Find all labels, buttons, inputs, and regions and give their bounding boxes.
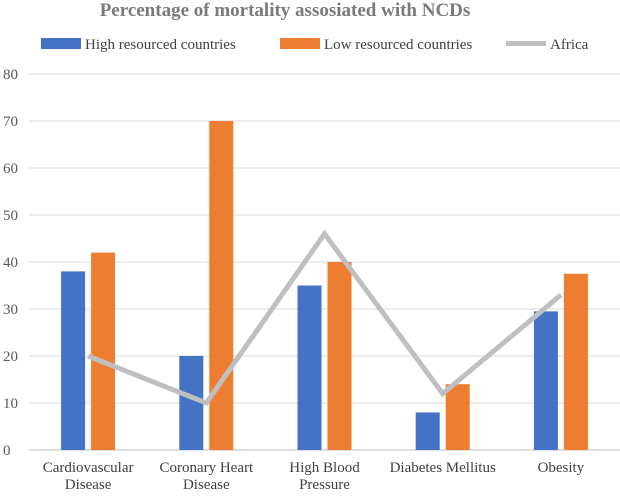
legend-label-1: Low resourced countries xyxy=(324,37,472,53)
bar-high-resourced-countries-2 xyxy=(298,286,322,451)
x-category-label: Obesity xyxy=(538,460,585,476)
legend-label-2: Africa xyxy=(550,37,589,53)
x-category-label: Diabetes Mellitus xyxy=(390,460,496,476)
y-tick-label: 80 xyxy=(3,67,18,83)
bar-low-resourced-countries-4 xyxy=(564,274,588,450)
bar-low-resourced-countries-1 xyxy=(209,121,233,450)
bar-high-resourced-countries-4 xyxy=(534,311,558,450)
y-tick-label: 40 xyxy=(3,255,18,271)
x-category-label: Disease xyxy=(65,477,112,491)
line-africa xyxy=(88,234,561,403)
bar-high-resourced-countries-0 xyxy=(61,271,85,450)
bar-low-resourced-countries-0 xyxy=(91,253,115,450)
legend-swatch-1 xyxy=(280,38,320,49)
x-category-label: Coronary Heart xyxy=(159,460,254,476)
y-axis-ticks: 0 10 20 30 40 50 60 70 80 xyxy=(3,67,18,459)
x-category-label: Pressure xyxy=(299,477,350,491)
bar-low-resourced-countries-3 xyxy=(446,384,470,450)
legend-swatch-0 xyxy=(41,38,81,49)
bar-high-resourced-countries-3 xyxy=(416,412,440,450)
bar-series xyxy=(61,121,588,450)
y-tick-label: 70 xyxy=(3,114,18,130)
bar-low-resourced-countries-2 xyxy=(328,262,352,450)
legend-label-0: High resourced countries xyxy=(85,37,236,53)
x-category-label: Cardiovascular xyxy=(43,460,134,476)
x-category-label: Disease xyxy=(183,477,230,491)
gridlines xyxy=(29,74,620,450)
y-tick-label: 20 xyxy=(3,349,18,365)
line-series xyxy=(88,234,561,403)
y-tick-label: 50 xyxy=(3,208,18,224)
y-tick-label: 60 xyxy=(3,161,18,177)
x-category-label: High Blood xyxy=(289,460,360,476)
chart-legend: High resourced countries Low resourced co… xyxy=(41,37,589,53)
chart-title: Percentage of mortality assosiated with … xyxy=(100,0,471,21)
y-tick-label: 0 xyxy=(3,443,11,459)
y-tick-label: 10 xyxy=(3,396,18,412)
y-tick-label: 30 xyxy=(3,302,18,318)
